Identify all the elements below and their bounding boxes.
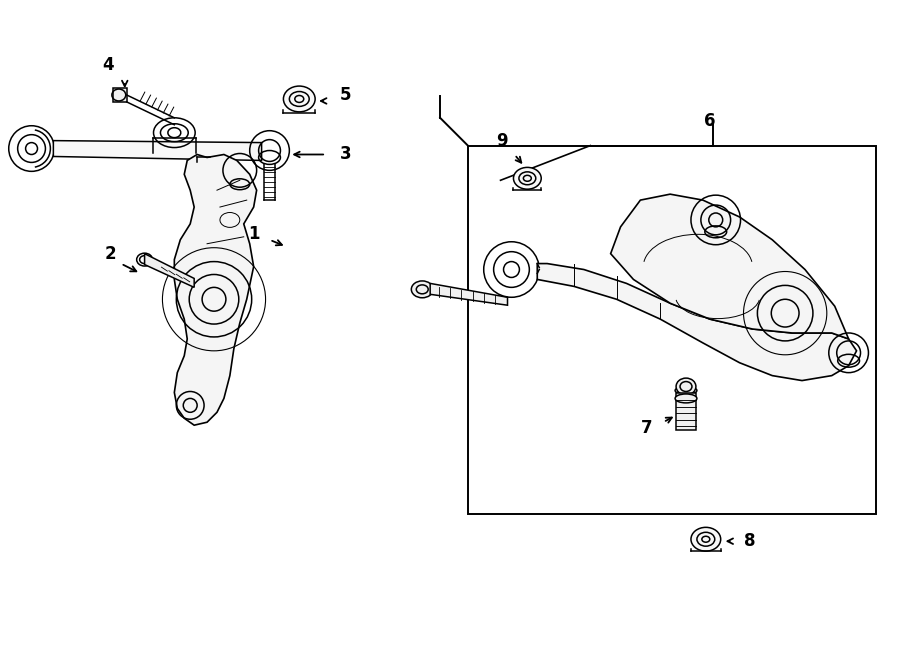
Text: 1: 1 bbox=[248, 225, 259, 243]
Text: 2: 2 bbox=[105, 245, 117, 262]
Polygon shape bbox=[53, 141, 262, 161]
Polygon shape bbox=[537, 264, 857, 381]
Polygon shape bbox=[430, 284, 508, 305]
Polygon shape bbox=[610, 194, 849, 339]
Text: 5: 5 bbox=[340, 86, 352, 104]
Text: 9: 9 bbox=[496, 132, 508, 149]
Ellipse shape bbox=[676, 378, 696, 395]
Ellipse shape bbox=[691, 527, 721, 551]
Bar bbox=[468, 145, 877, 514]
Ellipse shape bbox=[514, 167, 541, 189]
Text: 6: 6 bbox=[704, 112, 716, 130]
Text: 7: 7 bbox=[641, 419, 652, 437]
Polygon shape bbox=[175, 155, 256, 425]
Ellipse shape bbox=[675, 394, 697, 403]
Ellipse shape bbox=[284, 86, 315, 112]
Text: 3: 3 bbox=[340, 145, 352, 163]
Text: 8: 8 bbox=[743, 532, 755, 550]
Text: 4: 4 bbox=[102, 56, 113, 74]
Ellipse shape bbox=[675, 387, 697, 395]
Polygon shape bbox=[676, 393, 696, 430]
Polygon shape bbox=[112, 88, 127, 102]
Ellipse shape bbox=[411, 281, 433, 297]
Polygon shape bbox=[145, 254, 194, 288]
